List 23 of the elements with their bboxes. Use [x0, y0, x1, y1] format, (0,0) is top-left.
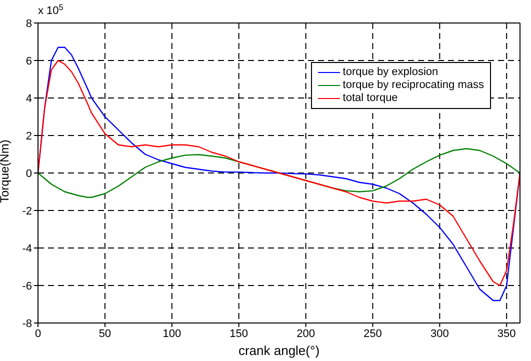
- legend-label: total torque: [342, 92, 398, 105]
- x-tick-label: 200: [296, 328, 315, 340]
- x-tick-label: 350: [497, 328, 516, 340]
- x-tick-label: 250: [364, 328, 382, 340]
- y-tick-label: -4: [22, 242, 32, 255]
- text: x 10$^{5}$: [38, 2, 64, 17]
- x-tick-label: 100: [162, 328, 182, 340]
- x-tick-label: 150: [230, 328, 248, 340]
- y-tick-label: -8: [22, 318, 32, 330]
- y-axis-title: Torque(Nm): [0, 140, 12, 203]
- y-tick-label: 0: [26, 168, 32, 180]
- x-tick-label: 50: [98, 328, 112, 340]
- x-tick-label: 0: [34, 328, 42, 340]
- x-axis-title: crank angle(°): [238, 343, 320, 358]
- y-tick-label: 6: [26, 55, 32, 68]
- legend-label: torque by explosion: [342, 66, 438, 79]
- legend-label: torque by reciprocating mass: [342, 79, 484, 92]
- y-tick-label: -6: [22, 280, 32, 292]
- x-tick-label: 300: [430, 328, 449, 340]
- y-tick-label: 8: [26, 18, 32, 30]
- y-tick-label: 4: [26, 92, 32, 105]
- y-tick-label: 2: [26, 130, 32, 142]
- y-tick-label: -2: [22, 205, 32, 218]
